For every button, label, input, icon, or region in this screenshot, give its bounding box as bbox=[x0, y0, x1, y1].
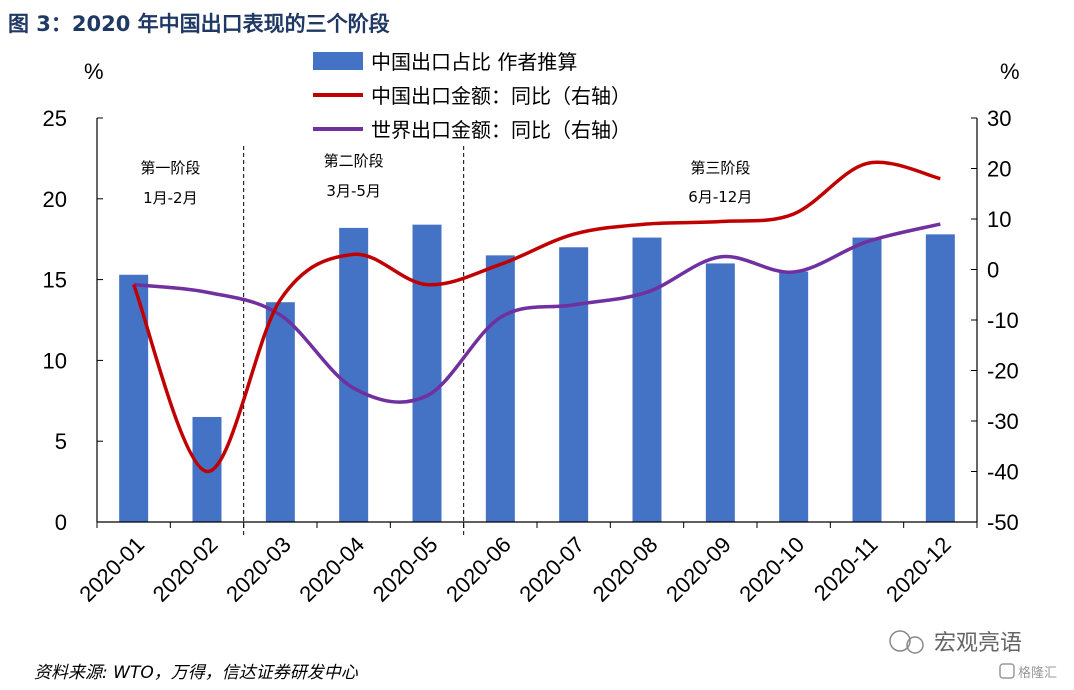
watermark: 宏观亮语 格隆汇 bbox=[889, 630, 1057, 681]
right-tick-label: -40 bbox=[987, 460, 1019, 485]
watermark-brand: 格隆汇 bbox=[1018, 665, 1057, 681]
right-axis-unit: % bbox=[1000, 59, 1020, 84]
bar-2020-09 bbox=[705, 263, 735, 522]
x-axis-ticks: 2020-012020-022020-032020-042020-052020-… bbox=[74, 532, 955, 607]
right-tick-label: 30 bbox=[987, 106, 1011, 131]
stage-period: 1月-2月 bbox=[143, 189, 198, 207]
china-export-yoy-line bbox=[132, 160, 941, 474]
figure-title: 图 3：2020 年中国出口表现的三个阶段 bbox=[8, 12, 390, 36]
bar-series bbox=[119, 224, 955, 523]
stage-annotations: 第一阶段 1月-2月 第二阶段 3月-5月 第三阶段 6月-12月 bbox=[140, 146, 752, 536]
stage-name: 第一阶段 bbox=[140, 159, 200, 177]
stage-name: 第三阶段 bbox=[690, 159, 750, 177]
right-tick-label: -30 bbox=[987, 409, 1019, 434]
legend-label: 世界出口金额：同比（右轴） bbox=[371, 118, 631, 142]
wechat-icon bbox=[889, 630, 911, 652]
x-tick-label: 2020-12 bbox=[881, 532, 956, 607]
wechat-icon-bubble bbox=[906, 636, 924, 654]
line-series bbox=[132, 160, 941, 474]
left-tick-label: 25 bbox=[43, 106, 67, 131]
x-tick-label: 2020-03 bbox=[221, 532, 296, 607]
right-tick-label: -10 bbox=[987, 308, 1019, 333]
left-tick-label: 10 bbox=[43, 348, 67, 373]
right-tick-label: 10 bbox=[987, 207, 1011, 232]
right-tick-label: 20 bbox=[987, 157, 1011, 182]
watermark-account: 宏观亮语 bbox=[934, 631, 1022, 656]
right-tick-label: -50 bbox=[987, 510, 1019, 535]
bar-2020-08 bbox=[632, 237, 662, 523]
stage-period: 3月-5月 bbox=[326, 182, 381, 200]
bar-2020-03 bbox=[265, 302, 295, 522]
bar-2020-02 bbox=[192, 416, 222, 522]
source-note: 资料来源: WTO，万得，信达证券研发中心 bbox=[34, 663, 359, 683]
bar-2020-07 bbox=[559, 247, 589, 522]
brand-logo-icon bbox=[999, 663, 1015, 679]
left-tick-label: 20 bbox=[43, 187, 67, 212]
left-tick-label: 0 bbox=[55, 510, 67, 535]
bar-2020-04 bbox=[339, 227, 369, 522]
bar-2020-10 bbox=[779, 271, 809, 522]
bar-2020-12 bbox=[925, 234, 955, 523]
x-tick-label: 2020-10 bbox=[734, 532, 809, 607]
left-tick-label: 5 bbox=[55, 429, 67, 454]
bar-2020-06 bbox=[485, 255, 515, 523]
stage-period: 6月-12月 bbox=[688, 188, 752, 206]
x-tick-label: 2020-04 bbox=[294, 532, 369, 607]
x-tick-label: 2020-07 bbox=[514, 532, 589, 607]
x-tick-label: 2020-06 bbox=[441, 532, 516, 607]
legend-swatch-bar bbox=[313, 52, 363, 70]
x-tick-label: 2020-02 bbox=[148, 532, 223, 607]
x-tick-label: 2020-09 bbox=[661, 532, 736, 607]
right-tick-label: 0 bbox=[987, 258, 999, 283]
x-tick-label: 2020-08 bbox=[588, 532, 663, 607]
legend-label: 中国出口占比 作者推算 bbox=[371, 50, 577, 74]
left-tick-label: 15 bbox=[43, 268, 67, 293]
x-tick-label: 2020-01 bbox=[74, 532, 149, 607]
world-export-yoy-line bbox=[133, 222, 941, 404]
stage-name: 第二阶段 bbox=[324, 152, 384, 170]
bar-2020-11 bbox=[852, 237, 882, 523]
x-tick-label: 2020-05 bbox=[368, 532, 443, 607]
left-axis-unit: % bbox=[84, 59, 104, 84]
axes: 0 5 10 15 20 25 -50 -40 -30 -20 -10 0 10 20 30 bbox=[43, 106, 1019, 535]
right-tick-label: -20 bbox=[987, 359, 1019, 384]
legend-label: 中国出口金额：同比（右轴） bbox=[371, 84, 631, 108]
x-tick-label: 2020-11 bbox=[809, 532, 883, 606]
bar-2020-05 bbox=[412, 224, 442, 522]
